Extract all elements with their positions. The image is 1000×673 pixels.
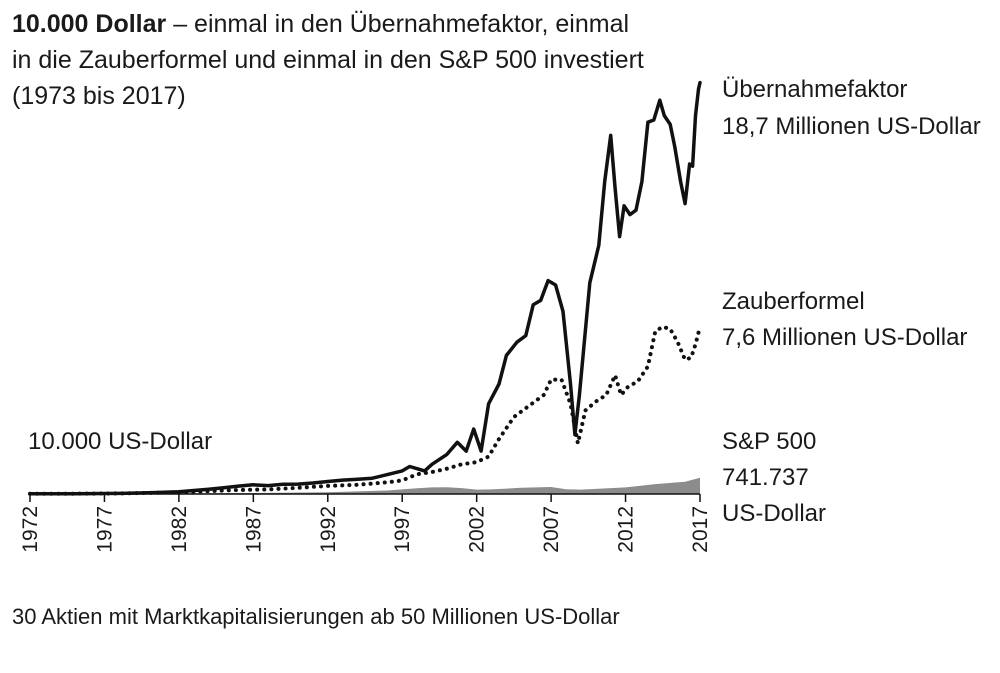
- series1-value-label: 18,7 Millionen US-Dollar: [722, 113, 981, 140]
- chart-title-rest: – einmal in den Übernahmefaktor, einmal …: [12, 10, 644, 110]
- x-tick-layer: 1972 1977 1982 1987 1992 1997 2002 2007 2012 2017: [19, 494, 712, 553]
- x-tick-label-2002: 2002: [466, 506, 489, 553]
- series3-unit-label: US-Dollar: [722, 500, 827, 527]
- series-area-s-p-500: [30, 477, 700, 494]
- x-tick-label-1977: 1977: [93, 506, 116, 553]
- series2-name-label: Zauberformel: [722, 288, 865, 315]
- footnote: 30 Aktien mit Marktkapitalisierungen ab …: [12, 604, 620, 629]
- series-line-zauberformel: [28, 324, 702, 496]
- series2-value-label: 7,6 Millionen US-Dollar: [722, 324, 968, 351]
- x-tick-label-1997: 1997: [391, 506, 414, 553]
- series-line-layer: [28, 80, 702, 496]
- x-tick-label-1982: 1982: [168, 506, 191, 553]
- x-tick-label-2012: 2012: [615, 506, 638, 553]
- x-tick-label-1987: 1987: [242, 506, 265, 553]
- x-tick-label-1972: 1972: [19, 506, 42, 553]
- x-tick-label-2017: 2017: [689, 506, 712, 553]
- x-tick-label-1992: 1992: [317, 506, 340, 553]
- chart-title-bold: 10.000 Dollar: [12, 10, 167, 38]
- series-line-bernahmefaktor: [28, 80, 702, 496]
- sp500-area-layer: [30, 477, 700, 494]
- chart-title: 10.000 Dollar – einmal in den Übernahmef…: [12, 6, 652, 114]
- series3-value-label: 741.737: [722, 464, 809, 491]
- start-value-label: 10.000 US-Dollar: [28, 428, 213, 455]
- series3-name-label: S&P 500: [722, 428, 817, 455]
- series1-name-label: Übernahmefaktor: [722, 76, 908, 103]
- x-tick-label-2007: 2007: [540, 506, 563, 553]
